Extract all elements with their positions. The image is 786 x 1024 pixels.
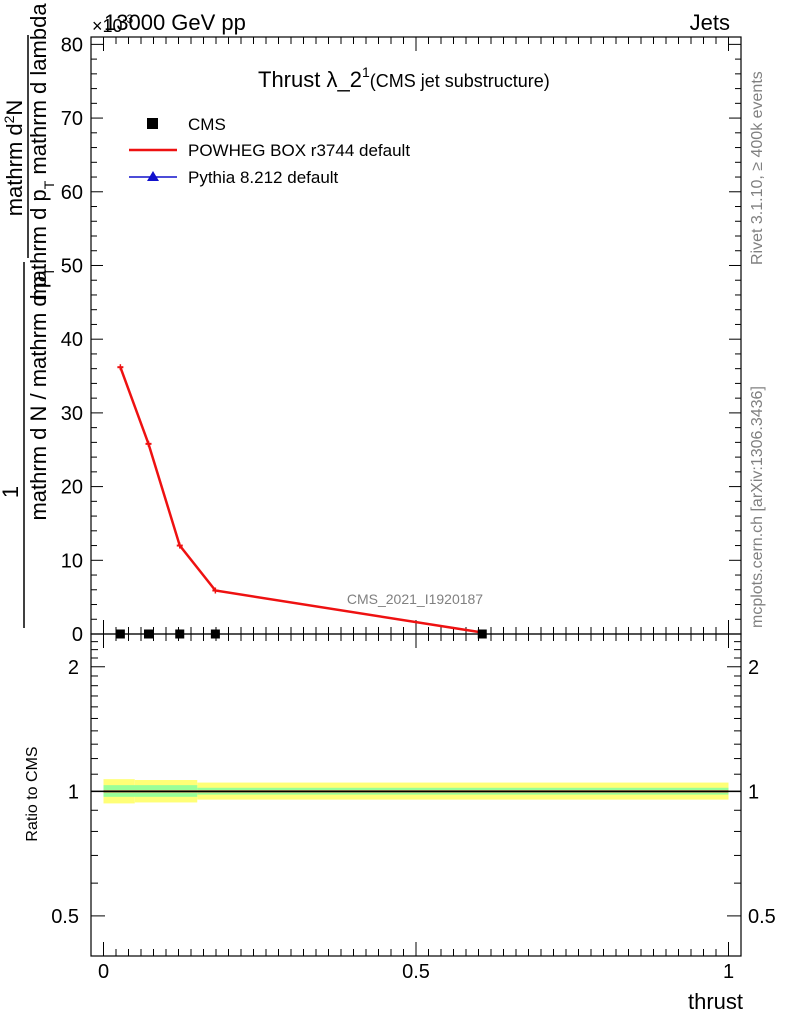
plot-title: Thrust λ_21(CMS jet substructure) — [258, 64, 550, 92]
main-x-ticks — [103, 37, 729, 634]
main-ytick-label: 50 — [61, 255, 83, 277]
main-y-ticks: 0 10 20 30 40 50 60 70 80 — [61, 34, 741, 646]
xtick-label: 1 — [723, 961, 734, 983]
main-ytick-label: 60 — [61, 182, 83, 204]
ratio-ytick-label-left: 0.5 — [51, 906, 79, 928]
mcplots-label: mcplots.cern.ch [arXiv:1306.3436] — [749, 386, 766, 628]
main-ytick-label: 80 — [61, 34, 83, 56]
main-y-label: mathrm d2N mathrm d pT mathrm d lambda 1… — [0, 3, 57, 628]
ylabel-denominator: mathrm d pT mathrm d lambda — [26, 3, 57, 301]
legend: CMS POWHEG BOX r3744 default Pythia 8.21… — [129, 115, 410, 187]
main-panel: CMS_2021_I1920187 Thrust λ_21(CMS jet su… — [61, 34, 742, 646]
legend-powheg-label: POWHEG BOX r3744 default — [188, 141, 410, 160]
ylabel-norm: 1 — [0, 486, 23, 498]
ratio-ytick-label-right: 0.5 — [748, 906, 776, 928]
xtick-label: 0.5 — [402, 961, 430, 983]
header-right: Jets — [690, 10, 730, 35]
legend-pythia-marker — [147, 171, 159, 181]
xtick-label: 0 — [98, 961, 109, 983]
ratio-panel: Ratio to CMS 0.5 0.51 12 2 0 0.5 1 thrust — [24, 633, 776, 1014]
exponent-label: ×10-3 — [92, 12, 134, 36]
rivet-label: Rivet 3.1.10, ≥ 400k events — [749, 71, 766, 265]
ratio-y-label: Ratio to CMS — [24, 746, 41, 841]
ylabel-norm-den: mathrm d N / mathrm d pT — [26, 267, 57, 521]
ratio-x-ticks: 0 0.5 1 — [98, 634, 734, 983]
ylabel-numerator: mathrm d2N — [1, 100, 27, 217]
watermark: CMS_2021_I1920187 — [347, 591, 483, 607]
ratio-ytick-label-left: 1 — [68, 781, 79, 803]
main-ytick-label: 30 — [61, 403, 83, 425]
legend-pythia-label: Pythia 8.212 default — [188, 168, 339, 187]
x-axis-label: thrust — [688, 989, 743, 1014]
main-ytick-label: 0 — [72, 624, 83, 646]
legend-cms-marker — [147, 118, 158, 129]
ratio-y-ticks: 0.5 0.5 1 1 2 2 — [51, 641, 776, 928]
main-ytick-label: 70 — [61, 108, 83, 130]
ratio-ytick-label-right: 2 — [748, 657, 759, 679]
legend-cms-label: CMS — [188, 115, 226, 134]
header-left: 13000 GeV pp — [104, 10, 246, 35]
main-ytick-label: 20 — [61, 477, 83, 499]
ratio-ytick-label-left: 2 — [68, 657, 79, 679]
main-ytick-label: 10 — [61, 550, 83, 572]
main-ytick-label: 40 — [61, 329, 83, 351]
ratio-ytick-label-right: 1 — [748, 781, 759, 803]
